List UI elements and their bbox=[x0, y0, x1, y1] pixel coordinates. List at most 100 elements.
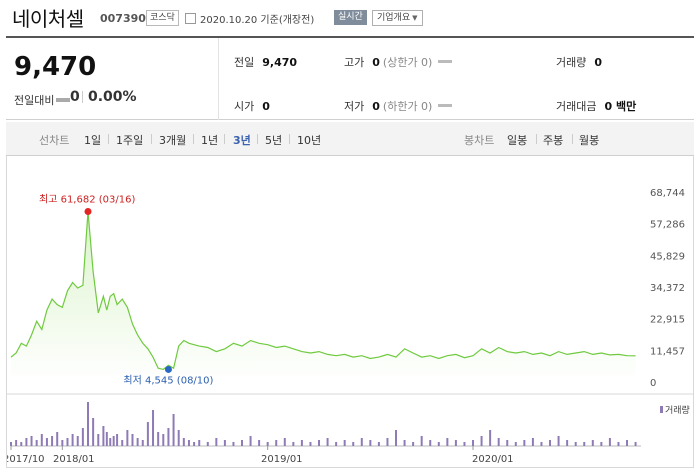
date-info: 2020.10.20 기준(개장전) bbox=[185, 11, 314, 26]
tab-daily[interactable]: 일봉 bbox=[507, 134, 528, 147]
volume-bar bbox=[343, 440, 346, 446]
prev-close-value: 9,470 bbox=[262, 56, 298, 69]
volume-bar bbox=[540, 442, 543, 446]
y-tick-label: 11,457 bbox=[650, 346, 685, 357]
tab-1d[interactable]: 1일 bbox=[84, 134, 102, 147]
high-value: 0 bbox=[372, 56, 380, 69]
tab-3y[interactable]: 3년 bbox=[233, 134, 251, 147]
tab-10y[interactable]: 10년 bbox=[297, 134, 322, 147]
y-tick-label: 22,915 bbox=[650, 315, 685, 326]
realtime-button[interactable]: 실시간 bbox=[334, 10, 367, 25]
volume-bar bbox=[574, 442, 577, 446]
volume-bar bbox=[71, 434, 74, 446]
x-tick-label: 2019/01 bbox=[261, 454, 303, 465]
volume-bar bbox=[51, 436, 54, 446]
volume-bar bbox=[61, 440, 64, 446]
volume-bar bbox=[167, 428, 170, 446]
flat-icon bbox=[56, 98, 71, 102]
tab-1y[interactable]: 1년 bbox=[201, 134, 219, 147]
volume-bar bbox=[198, 440, 201, 446]
volume-bar bbox=[531, 438, 534, 446]
volume-bar bbox=[92, 418, 95, 446]
tab-separator bbox=[289, 134, 290, 144]
volume-bar bbox=[326, 438, 329, 446]
price-area bbox=[11, 211, 636, 382]
y-tick-label: 45,829 bbox=[650, 251, 685, 262]
volume-bar bbox=[56, 432, 59, 446]
tab-separator bbox=[536, 134, 537, 144]
volume-bar bbox=[283, 438, 286, 446]
tab-separator bbox=[193, 134, 194, 144]
volume-bar bbox=[258, 440, 261, 446]
y-tick-label: 57,286 bbox=[650, 220, 685, 231]
volume-bar bbox=[377, 442, 380, 446]
volume-bar bbox=[81, 428, 84, 446]
price-chart-container: 68,744 57,286 45,829 34,372 22,915 11,457 0 최고 … bbox=[6, 156, 694, 468]
volume-bar bbox=[463, 442, 466, 446]
volume-bar bbox=[446, 438, 449, 446]
volume-legend: 거래량 bbox=[665, 404, 690, 416]
volume-bar bbox=[152, 410, 155, 446]
volume-bar bbox=[136, 438, 139, 446]
change-value: 0 bbox=[70, 89, 80, 105]
tab-1w[interactable]: 1주일 bbox=[116, 134, 144, 147]
volume-bar bbox=[549, 440, 552, 446]
volume-bar bbox=[66, 438, 69, 446]
volume-bar bbox=[187, 440, 190, 446]
volume-bar bbox=[335, 442, 338, 446]
volume-bar bbox=[429, 440, 432, 446]
open: 시가 0 bbox=[234, 98, 270, 114]
volume-bar bbox=[617, 442, 620, 446]
chart-tabs: 선차트 1일 1주일 3개월 1년 3년 5년 10년 봉차트 일봉 주봉 월봉 bbox=[6, 122, 694, 156]
trade-amount: 거래대금 0 백만 bbox=[556, 98, 636, 114]
high-label: 최고 61,682 (03/16) bbox=[39, 194, 135, 206]
summary-divider bbox=[218, 38, 219, 120]
volume-bar bbox=[309, 442, 312, 446]
line-chart-label: 선차트 bbox=[39, 134, 70, 147]
volume-bar bbox=[25, 438, 28, 446]
company-info-dropdown[interactable]: 기업개요 ▼ bbox=[372, 10, 423, 26]
date-text: 2020.10.20 기준(개장전) bbox=[200, 15, 315, 26]
volume-bar bbox=[105, 432, 108, 446]
volume-bar bbox=[591, 440, 594, 446]
volume-bar bbox=[102, 426, 105, 446]
y-tick-label: 0 bbox=[650, 378, 656, 389]
volume-bar bbox=[600, 442, 603, 446]
volume-bar bbox=[131, 434, 134, 446]
volume-bar bbox=[318, 440, 321, 446]
stock-header: 네이처셀 007390 코스닥 2020.10.20 기준(개장전) 실시간 기… bbox=[0, 0, 698, 36]
price-chart: 68,744 57,286 45,829 34,372 22,915 11,457 0 최고 … bbox=[7, 188, 693, 465]
volume-bar bbox=[15, 440, 18, 446]
volume-bar bbox=[177, 430, 180, 446]
volume-bar bbox=[45, 438, 48, 446]
volume-bar bbox=[76, 436, 79, 446]
volume-bar bbox=[182, 438, 185, 446]
volume-bar bbox=[292, 442, 295, 446]
volume-bar bbox=[275, 440, 278, 446]
volume-bar bbox=[206, 442, 209, 446]
volume-bar bbox=[223, 440, 226, 446]
volume-bar bbox=[35, 440, 38, 446]
volume-bar bbox=[40, 434, 43, 446]
volume-bar bbox=[112, 436, 115, 446]
volume-label: 거래량 bbox=[556, 56, 587, 69]
volume-bar bbox=[30, 436, 33, 446]
volume-bar bbox=[241, 440, 244, 446]
volume-bar bbox=[608, 438, 611, 446]
low-label: 저가 bbox=[344, 100, 365, 113]
tab-5y[interactable]: 5년 bbox=[265, 134, 283, 147]
dash-icon bbox=[438, 60, 453, 63]
trade-amount-label: 거래대금 bbox=[556, 100, 597, 113]
lower-limit: (하한가 0) bbox=[382, 100, 433, 113]
dash-icon bbox=[438, 104, 453, 107]
tab-monthly[interactable]: 월봉 bbox=[579, 134, 600, 147]
volume-bar bbox=[403, 440, 406, 446]
tab-weekly[interactable]: 주봉 bbox=[543, 134, 564, 147]
tab-3m[interactable]: 3개월 bbox=[159, 134, 187, 147]
prev-close: 전일 9,470 bbox=[234, 54, 297, 70]
volume-bar bbox=[566, 440, 569, 446]
high-label: 고가 bbox=[344, 56, 365, 69]
volume-bar bbox=[437, 442, 440, 446]
price-summary: 9,470 전일대비 0 0.00% 전일 9,470 고가 0 (상한가 0) 거래… bbox=[6, 36, 694, 120]
prev-close-label: 전일 bbox=[234, 56, 255, 69]
